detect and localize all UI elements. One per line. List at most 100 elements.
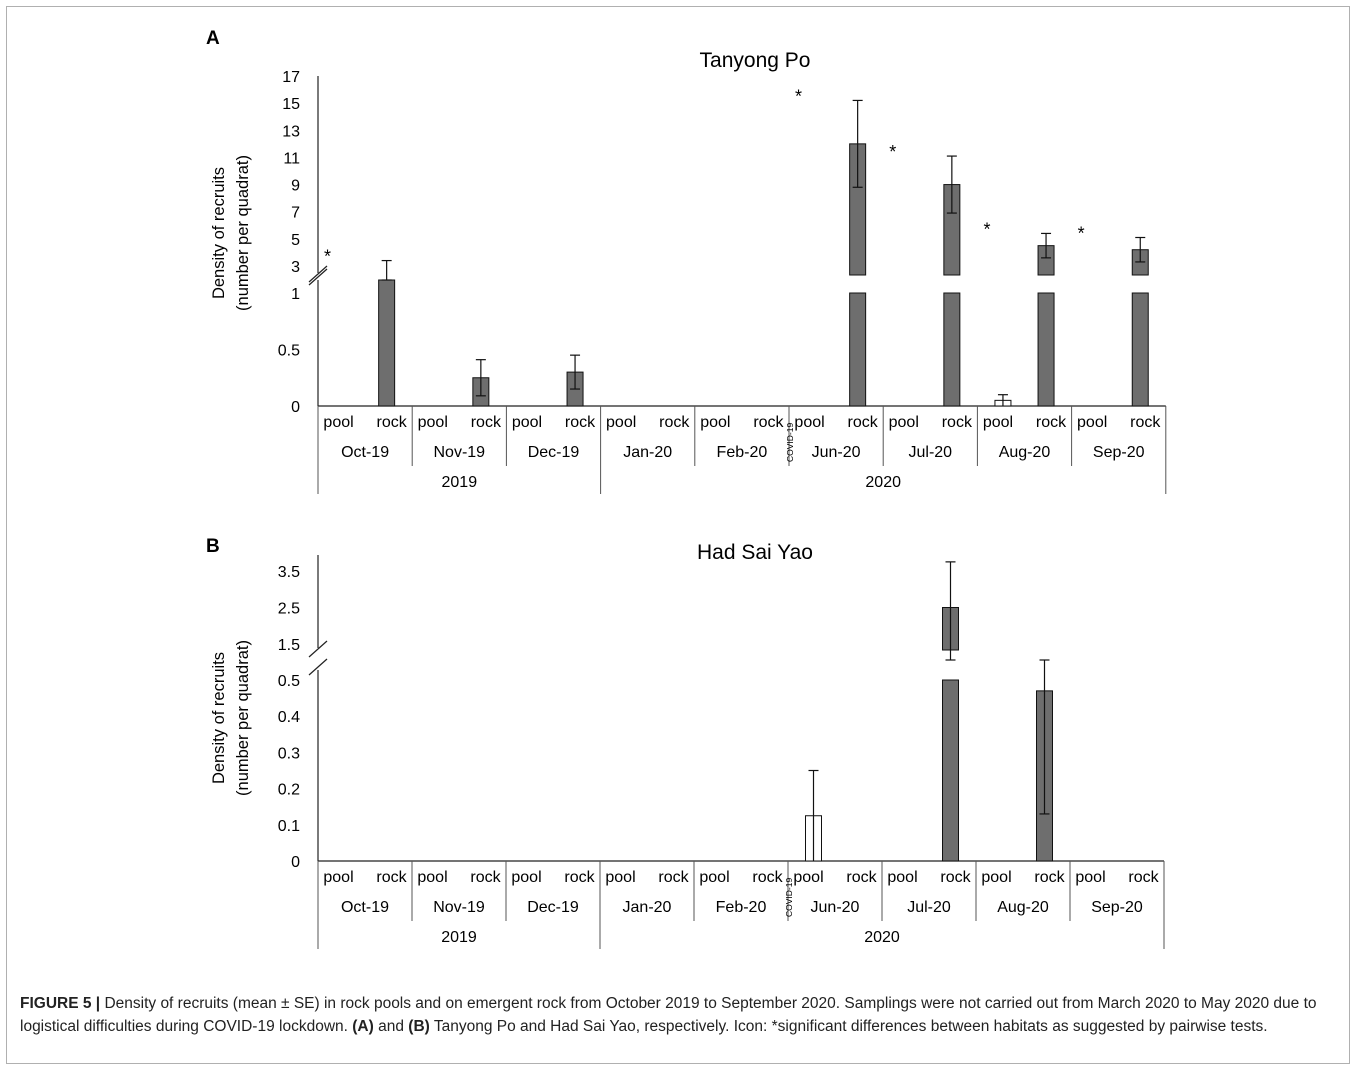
panel-a-y-tick-label: 3 bbox=[291, 259, 300, 276]
panel-b-chart: B Had Sai Yao 0 0.1 0.2 0.3 0.4 0.5 1.5 2.5 3.5 D… bbox=[206, 536, 1165, 949]
panel-b-habitat-label-pool: pool bbox=[887, 869, 917, 886]
panel-a-year-label: 2019 bbox=[442, 474, 478, 491]
panel-b-y-axis-label-units: (number per quadrat) bbox=[234, 640, 252, 796]
panel-a-y-tick-label: 13 bbox=[282, 123, 300, 140]
panel-a-y-tick-label: 0 bbox=[291, 399, 300, 416]
panel-a-habitat-label-pool: pool bbox=[512, 414, 542, 431]
panel-a-year-label: 2020 bbox=[865, 474, 901, 491]
panel-b-y-tick-label: 2.5 bbox=[278, 601, 300, 618]
panel-b-axis-break-mark bbox=[308, 658, 328, 676]
panel-a-y-tick-label: 7 bbox=[291, 205, 300, 222]
panel-a-month-label: Jun-20 bbox=[812, 444, 861, 461]
panel-b-y-tick-label: 0 bbox=[291, 854, 300, 871]
panel-b-month-label: Jun-20 bbox=[811, 899, 860, 916]
panel-b-habitat-label-pool: pool bbox=[323, 869, 353, 886]
panel-b-month-label: Jan-20 bbox=[623, 899, 672, 916]
panel-a-habitat-label-rock: rock bbox=[1130, 414, 1161, 431]
panel-b-year-label: 2020 bbox=[864, 929, 900, 946]
panel-a-y-tick-label: 15 bbox=[282, 96, 300, 113]
panel-b-habitat-label-rock: rock bbox=[846, 869, 877, 886]
panel-b-habitat-label-rock: rock bbox=[1128, 869, 1159, 886]
panel-b-month-label: Dec-19 bbox=[527, 899, 579, 916]
panel-a-habitat-label-rock: rock bbox=[377, 414, 408, 431]
panel-a-y-tick-label: 1 bbox=[291, 286, 300, 303]
panel-a-month-label: Nov-19 bbox=[434, 444, 486, 461]
panel-a-habitat-label-rock: rock bbox=[1036, 414, 1067, 431]
panel-b-month-label: Sep-20 bbox=[1091, 899, 1143, 916]
panel-b-y-tick-label: 0.3 bbox=[278, 745, 300, 762]
panel-b-covid-gap-label: COVID-19 bbox=[784, 878, 794, 917]
panel-b-habitat-label-rock: rock bbox=[1034, 869, 1065, 886]
panel-a-month-label: Aug-20 bbox=[999, 444, 1051, 461]
panel-b-habitat-label-rock: rock bbox=[658, 869, 689, 886]
panel-b-habitat-label-pool: pool bbox=[793, 869, 823, 886]
panel-a-covid-gap-label: COVID-19 bbox=[785, 423, 795, 462]
panel-a-bar-rock bbox=[849, 292, 867, 407]
panel-b-y-tick-label: 0.1 bbox=[278, 818, 300, 835]
panel-a-habitat-label-rock: rock bbox=[753, 414, 784, 431]
panel-b-habitat-label-pool: pool bbox=[417, 869, 447, 886]
panel-b-habitat-label-rock: rock bbox=[470, 869, 501, 886]
panel-a-habitat-label-rock: rock bbox=[565, 414, 596, 431]
panel-a-habitat-label-pool: pool bbox=[606, 414, 636, 431]
panel-a-y-axis-label: Density of recruits bbox=[210, 167, 228, 299]
panel-b-y-axis-label: Density of recruits bbox=[210, 652, 228, 784]
panel-a-axis-break-mark bbox=[308, 265, 328, 283]
panel-b-letter: B bbox=[206, 536, 220, 557]
panel-a-habitat-label-pool: pool bbox=[889, 414, 919, 431]
panel-b-month-label: Jul-20 bbox=[907, 899, 951, 916]
panel-a-bar-rock bbox=[943, 292, 961, 407]
panel-a-month-label: Feb-20 bbox=[717, 444, 768, 461]
caption-text-3: Tanyong Po and Had Sai Yao, respectively… bbox=[429, 1018, 1268, 1035]
panel-b-habitat-label-pool: pool bbox=[981, 869, 1011, 886]
panel-a-habitat-label-pool: pool bbox=[700, 414, 730, 431]
panel-a-bar-rock bbox=[1037, 292, 1055, 407]
caption-text-1: Density of recruits (mean ± SE) in rock … bbox=[20, 995, 1317, 1035]
panel-b-habitat-label-pool: pool bbox=[511, 869, 541, 886]
panel-b-habitat-label-pool: pool bbox=[605, 869, 635, 886]
caption-text-2: and bbox=[373, 1018, 409, 1035]
panel-b-month-label: Oct-19 bbox=[341, 899, 389, 916]
panel-a-habitat-label-rock: rock bbox=[942, 414, 973, 431]
panel-b-y-tick-label: 3.5 bbox=[278, 564, 300, 581]
panel-b-month-label: Nov-19 bbox=[433, 899, 485, 916]
panel-a-month-label: Sep-20 bbox=[1093, 444, 1145, 461]
panel-b-habitat-label-rock: rock bbox=[564, 869, 595, 886]
panel-a-habitat-label-rock: rock bbox=[659, 414, 690, 431]
panel-a-habitat-label-pool: pool bbox=[794, 414, 824, 431]
panel-b-habitat-label-rock: rock bbox=[752, 869, 783, 886]
panel-a-significance-star: * bbox=[1078, 224, 1085, 244]
panel-a-y-axis-label-units: (number per quadrat) bbox=[234, 155, 252, 311]
panel-a-bar-rock bbox=[1131, 292, 1149, 407]
figure-frame bbox=[6, 6, 1350, 1064]
panel-b-habitat-label-rock: rock bbox=[376, 869, 407, 886]
panel-a-habitat-label-pool: pool bbox=[418, 414, 448, 431]
panel-b-y-tick-label: 1.5 bbox=[278, 637, 300, 654]
panel-a-habitat-label-rock: rock bbox=[471, 414, 502, 431]
caption-ref-b: (B) bbox=[408, 1018, 430, 1035]
panel-b-y-tick-label: 0.4 bbox=[278, 709, 300, 726]
panel-a-y-tick-label: 17 bbox=[282, 69, 300, 86]
panel-a-axis-break-mark bbox=[308, 268, 328, 286]
panel-a-month-label: Oct-19 bbox=[341, 444, 389, 461]
panel-a-y-tick-label: 11 bbox=[283, 150, 300, 167]
panel-a-letter: A bbox=[206, 28, 220, 49]
panel-b-habitat-label-pool: pool bbox=[1075, 869, 1105, 886]
panel-b-habitat-label-pool: pool bbox=[699, 869, 729, 886]
panel-a-month-label: Jul-20 bbox=[909, 444, 953, 461]
caption-figure-label: FIGURE 5 | bbox=[20, 995, 101, 1012]
panel-a-y-tick-label: 5 bbox=[291, 232, 300, 249]
panel-a-bar-rock bbox=[378, 279, 396, 407]
panel-a-month-label: Jan-20 bbox=[623, 444, 672, 461]
panel-a-y-tick-label: 0.5 bbox=[278, 343, 300, 360]
panel-b-bar-rock bbox=[942, 679, 959, 862]
panel-b-axis-break-mark bbox=[308, 640, 328, 658]
panel-a-title: Tanyong Po bbox=[700, 49, 811, 72]
panel-b-month-label: Feb-20 bbox=[716, 899, 767, 916]
panel-a-significance-star: * bbox=[983, 219, 990, 239]
panel-a-month-label: Dec-19 bbox=[528, 444, 580, 461]
panel-a-significance-star: * bbox=[324, 247, 331, 267]
panel-a-y-tick-label: 9 bbox=[291, 178, 300, 195]
panel-b-y-tick-label: 0.2 bbox=[278, 782, 300, 799]
